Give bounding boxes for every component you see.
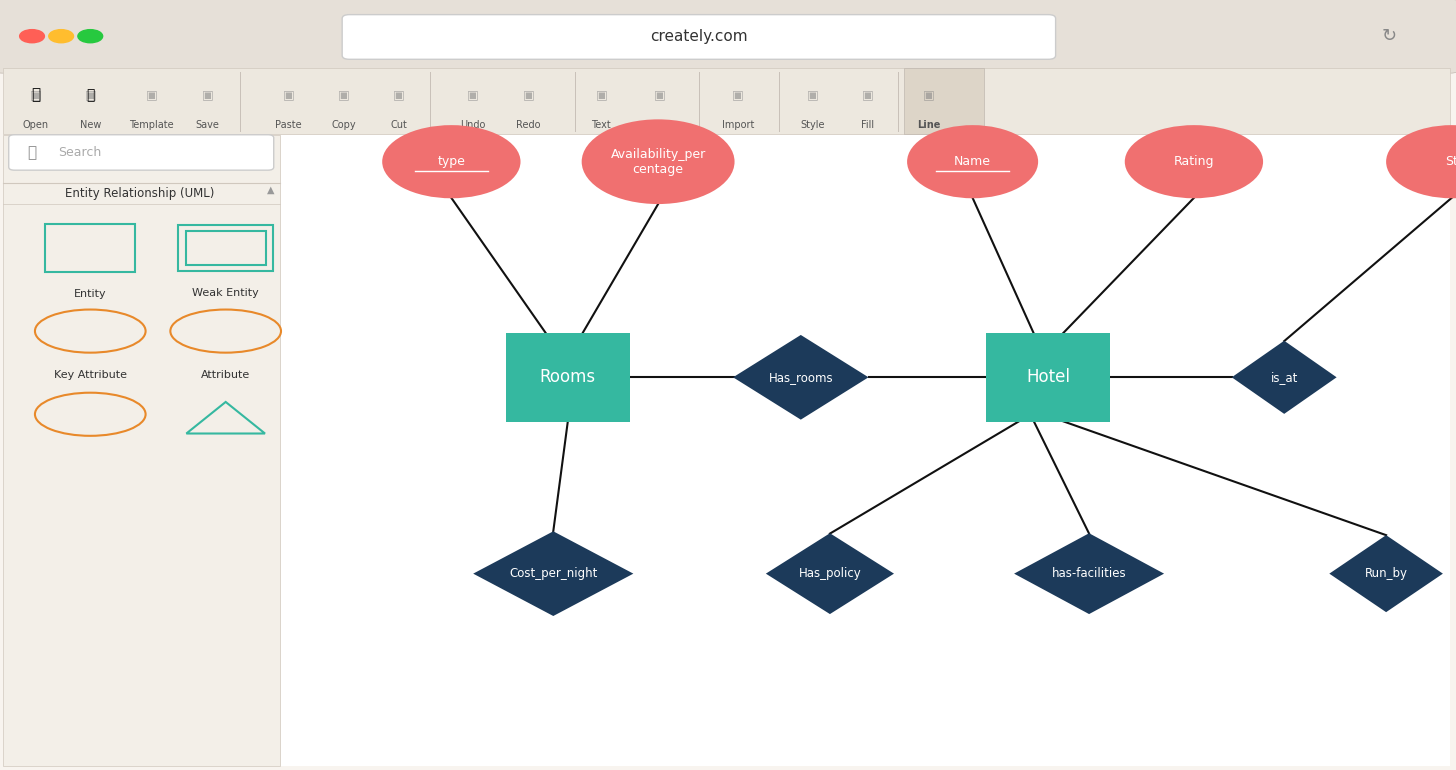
Text: ▣: ▣: [923, 89, 935, 101]
Text: Key Attribute: Key Attribute: [54, 370, 127, 380]
Polygon shape: [734, 335, 868, 420]
Text: ▲: ▲: [266, 185, 275, 194]
Text: 📁: 📁: [31, 87, 41, 102]
Circle shape: [19, 29, 45, 42]
FancyBboxPatch shape: [0, 0, 1456, 73]
Text: Cost_per_night: Cost_per_night: [510, 567, 597, 580]
FancyBboxPatch shape: [904, 68, 984, 134]
Text: Run_by: Run_by: [1364, 567, 1408, 580]
Text: Weak Entity: Weak Entity: [192, 288, 259, 298]
Text: type: type: [437, 156, 466, 168]
Text: Line: Line: [917, 120, 941, 129]
Text: Availability_per
centage: Availability_per centage: [610, 148, 706, 176]
Ellipse shape: [383, 125, 521, 198]
Text: Cut: Cut: [390, 120, 408, 129]
Text: Style: Style: [801, 120, 824, 129]
Ellipse shape: [1386, 125, 1456, 198]
Text: Paste: Paste: [275, 120, 301, 129]
Text: Rooms: Rooms: [540, 368, 596, 387]
Polygon shape: [1015, 533, 1165, 614]
Ellipse shape: [582, 119, 734, 204]
Text: ▣: ▣: [201, 89, 214, 101]
Text: ▣: ▣: [146, 89, 157, 101]
Text: Hotel: Hotel: [1026, 368, 1070, 387]
Text: Line: Line: [649, 120, 670, 129]
Text: Undo: Undo: [460, 120, 486, 129]
Text: ▣: ▣: [282, 89, 294, 101]
Text: Template: Template: [130, 120, 173, 129]
Circle shape: [50, 29, 74, 42]
Polygon shape: [473, 531, 633, 616]
Text: ▣: ▣: [807, 89, 818, 101]
Text: ▣: ▣: [84, 89, 96, 101]
Text: Text: Text: [591, 120, 612, 129]
Text: Name: Name: [954, 156, 992, 168]
Text: Redo: Redo: [517, 120, 540, 129]
Text: Rating: Rating: [1174, 156, 1214, 168]
Text: Save: Save: [195, 120, 220, 129]
Text: ▣: ▣: [732, 89, 744, 101]
Text: has-facilities: has-facilities: [1051, 567, 1127, 580]
Text: ▣: ▣: [523, 89, 534, 101]
Text: Entity: Entity: [74, 289, 106, 299]
Text: Has_rooms: Has_rooms: [769, 371, 833, 383]
Text: Has_policy: Has_policy: [798, 567, 862, 580]
FancyBboxPatch shape: [9, 135, 274, 170]
Text: is_at: is_at: [1271, 371, 1297, 383]
Text: St: St: [1446, 156, 1456, 168]
Text: ▣: ▣: [467, 89, 479, 101]
FancyBboxPatch shape: [987, 333, 1111, 422]
FancyBboxPatch shape: [3, 135, 280, 766]
Polygon shape: [766, 533, 894, 614]
Text: 📄: 📄: [86, 88, 95, 102]
Text: Open: Open: [23, 120, 48, 129]
FancyBboxPatch shape: [281, 135, 1450, 766]
Text: ▣: ▣: [29, 89, 42, 101]
Text: Import: Import: [722, 120, 754, 129]
Text: New: New: [80, 120, 100, 129]
Text: Attribute: Attribute: [201, 370, 250, 380]
Text: Copy: Copy: [332, 120, 355, 129]
Text: ▣: ▣: [654, 89, 665, 101]
FancyBboxPatch shape: [342, 15, 1056, 59]
Ellipse shape: [1124, 125, 1264, 198]
Polygon shape: [1329, 535, 1443, 612]
Text: Search: Search: [58, 146, 102, 159]
FancyBboxPatch shape: [3, 68, 1450, 134]
Text: creately.com: creately.com: [649, 29, 748, 45]
Ellipse shape: [907, 125, 1038, 198]
Text: Fill: Fill: [860, 120, 875, 129]
Polygon shape: [1232, 340, 1337, 414]
Text: ▣: ▣: [862, 89, 874, 101]
Text: ▣: ▣: [393, 89, 405, 101]
Text: ▣: ▣: [338, 89, 349, 101]
Text: ▣: ▣: [596, 89, 607, 101]
Circle shape: [79, 29, 103, 42]
Text: Entity Relationship (UML): Entity Relationship (UML): [66, 187, 214, 199]
Text: ⌕: ⌕: [28, 145, 36, 160]
FancyBboxPatch shape: [507, 333, 630, 422]
Text: ↻: ↻: [1382, 27, 1396, 45]
